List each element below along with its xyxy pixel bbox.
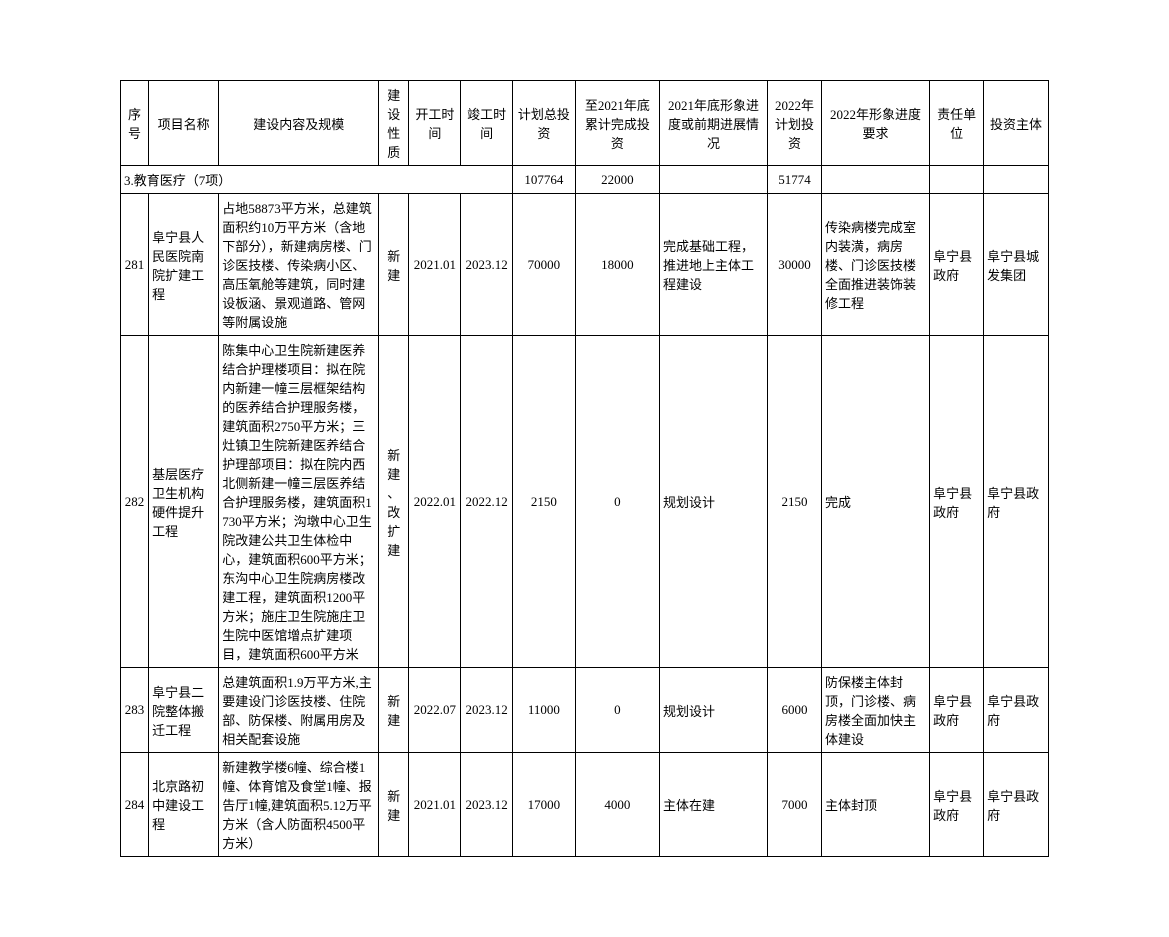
col-content: 建设内容及规模: [219, 81, 379, 166]
cell-nature: 新建: [379, 753, 409, 857]
section-plan-2022: 51774: [768, 166, 822, 194]
cell-invest_2021: 0: [575, 668, 659, 753]
project-table: 序号 项目名称 建设内容及规模 建设性质 开工时间 竣工时间 计划总投资 至20…: [120, 80, 1049, 857]
cell-plan_2022: 7000: [768, 753, 822, 857]
cell-plan_2022: 30000: [768, 194, 822, 336]
cell-nature: 新建、改扩建: [379, 336, 409, 668]
col-investor: 投资主体: [984, 81, 1049, 166]
col-start: 开工时间: [409, 81, 461, 166]
cell-total_invest: 17000: [513, 753, 576, 857]
table-row: 281阜宁县人民医院南院扩建工程占地58873平方米，总建筑面积约10万平方米（…: [121, 194, 1049, 336]
cell-start: 2022.01: [409, 336, 461, 668]
table-row: 283阜宁县二院整体搬迁工程总建筑面积1.9万平方米,主要建设门诊医技楼、住院部…: [121, 668, 1049, 753]
cell-nature: 新建: [379, 194, 409, 336]
cell-unit: 阜宁县政府: [930, 194, 984, 336]
col-invest-2021: 至2021年底累计完成投资: [575, 81, 659, 166]
cell-start: 2021.01: [409, 753, 461, 857]
col-nature: 建设性质: [379, 81, 409, 166]
cell-nature: 新建: [379, 668, 409, 753]
cell-progress_2021: 完成基础工程，推进地上主体工程建设: [660, 194, 768, 336]
cell-end: 2023.12: [461, 753, 513, 857]
cell-unit: 阜宁县政府: [930, 336, 984, 668]
cell-content: 总建筑面积1.9万平方米,主要建设门诊医技楼、住院部、防保楼、附属用房及相关配套…: [219, 668, 379, 753]
cell-req_2022: 完成: [822, 336, 930, 668]
section-empty2: [822, 166, 930, 194]
table-header-row: 序号 项目名称 建设内容及规模 建设性质 开工时间 竣工时间 计划总投资 至20…: [121, 81, 1049, 166]
cell-name: 北京路初中建设工程: [149, 753, 219, 857]
cell-req_2022: 传染病楼完成室内装潢，病房楼、门诊医技楼全面推进装饰装修工程: [822, 194, 930, 336]
cell-name: 基层医疗卫生机构硬件提升工程: [149, 336, 219, 668]
cell-req_2022: 主体封顶: [822, 753, 930, 857]
section-row: 3.教育医疗（7项） 107764 22000 51774: [121, 166, 1049, 194]
cell-invest_2021: 18000: [575, 194, 659, 336]
col-seq: 序号: [121, 81, 149, 166]
cell-seq: 284: [121, 753, 149, 857]
section-empty3: [930, 166, 984, 194]
col-req-2022: 2022年形象进度要求: [822, 81, 930, 166]
cell-unit: 阜宁县政府: [930, 668, 984, 753]
cell-investor: 阜宁县政府: [984, 668, 1049, 753]
col-progress-2021: 2021年底形象进度或前期进展情况: [660, 81, 768, 166]
cell-progress_2021: 规划设计: [660, 336, 768, 668]
cell-total_invest: 11000: [513, 668, 576, 753]
cell-plan_2022: 6000: [768, 668, 822, 753]
cell-invest_2021: 4000: [575, 753, 659, 857]
section-label: 3.教育医疗（7项）: [121, 166, 513, 194]
section-empty1: [660, 166, 768, 194]
cell-name: 阜宁县人民医院南院扩建工程: [149, 194, 219, 336]
table-row: 284北京路初中建设工程新建教学楼6幢、综合楼1幢、体育馆及食堂1幢、报告厅1幢…: [121, 753, 1049, 857]
cell-seq: 282: [121, 336, 149, 668]
cell-progress_2021: 规划设计: [660, 668, 768, 753]
section-total-invest: 107764: [513, 166, 576, 194]
col-name: 项目名称: [149, 81, 219, 166]
col-end: 竣工时间: [461, 81, 513, 166]
cell-end: 2022.12: [461, 336, 513, 668]
section-empty4: [984, 166, 1049, 194]
cell-investor: 阜宁县政府: [984, 753, 1049, 857]
table-row: 282基层医疗卫生机构硬件提升工程陈集中心卫生院新建医养结合护理楼项目：拟在院内…: [121, 336, 1049, 668]
cell-unit: 阜宁县政府: [930, 753, 984, 857]
cell-req_2022: 防保楼主体封顶，门诊楼、病房楼全面加快主体建设: [822, 668, 930, 753]
cell-seq: 281: [121, 194, 149, 336]
col-plan-2022: 2022年计划投资: [768, 81, 822, 166]
cell-total_invest: 70000: [513, 194, 576, 336]
cell-seq: 283: [121, 668, 149, 753]
col-unit: 责任单位: [930, 81, 984, 166]
cell-investor: 阜宁县城发集团: [984, 194, 1049, 336]
cell-content: 陈集中心卫生院新建医养结合护理楼项目：拟在院内新建一幢三层框架结构的医养结合护理…: [219, 336, 379, 668]
cell-end: 2023.12: [461, 194, 513, 336]
cell-start: 2022.07: [409, 668, 461, 753]
section-invest-2021: 22000: [575, 166, 659, 194]
cell-invest_2021: 0: [575, 336, 659, 668]
cell-end: 2023.12: [461, 668, 513, 753]
cell-name: 阜宁县二院整体搬迁工程: [149, 668, 219, 753]
cell-progress_2021: 主体在建: [660, 753, 768, 857]
col-total-invest: 计划总投资: [513, 81, 576, 166]
cell-total_invest: 2150: [513, 336, 576, 668]
cell-content: 占地58873平方米，总建筑面积约10万平方米（含地下部分），新建病房楼、门诊医…: [219, 194, 379, 336]
cell-content: 新建教学楼6幢、综合楼1幢、体育馆及食堂1幢、报告厅1幢,建筑面积5.12万平方…: [219, 753, 379, 857]
table-body: 3.教育医疗（7项） 107764 22000 51774 281阜宁县人民医院…: [121, 166, 1049, 857]
cell-investor: 阜宁县政府: [984, 336, 1049, 668]
cell-start: 2021.01: [409, 194, 461, 336]
cell-plan_2022: 2150: [768, 336, 822, 668]
